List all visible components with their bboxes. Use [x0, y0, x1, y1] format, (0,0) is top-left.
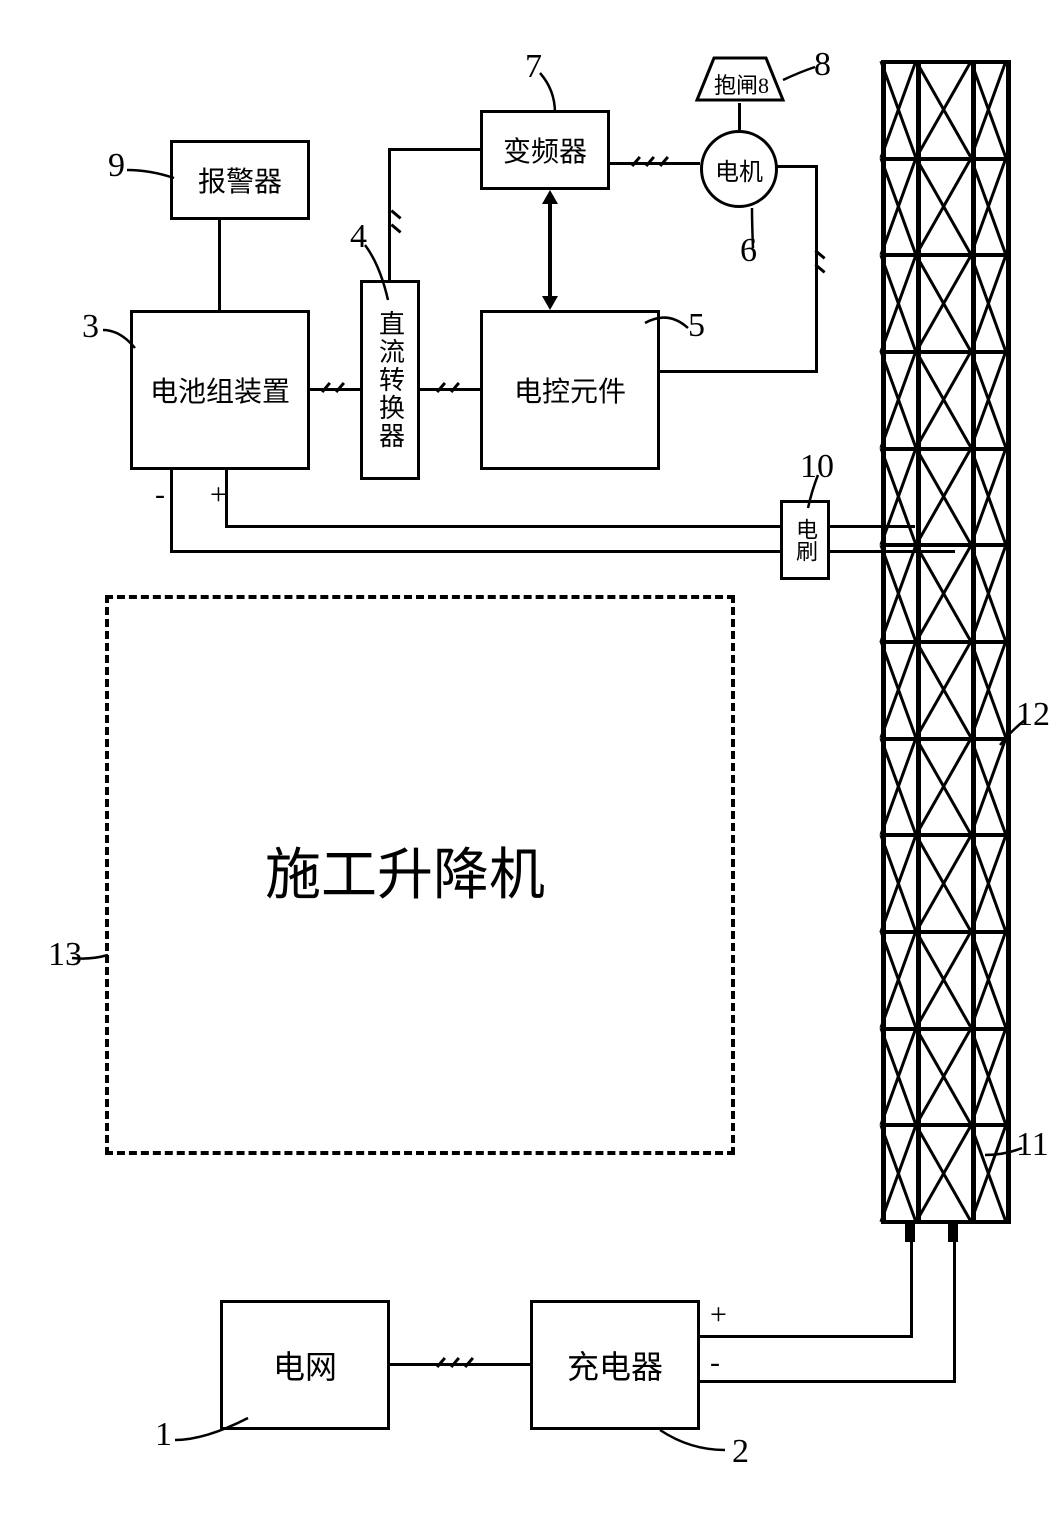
wire-vfd-ectrl-bidir	[540, 190, 560, 310]
battery-neg: -	[155, 478, 165, 512]
slash-ectrl-motor	[819, 249, 822, 275]
callout-7: 7	[525, 48, 542, 86]
wire-dc-vfd-v	[388, 148, 391, 280]
slash-vfd-motor	[630, 160, 670, 163]
wire-charger-rail-h1	[700, 1335, 913, 1338]
alarm-box: 报警器	[170, 140, 310, 220]
callout-12: 12	[1016, 696, 1050, 734]
callout-8: 8	[814, 46, 831, 84]
vfd-box: 变频器	[480, 110, 610, 190]
callout-1: 1	[155, 1416, 172, 1454]
grid-box: 电网	[220, 1300, 390, 1430]
wire-ectrl-motor-h2	[775, 165, 818, 168]
charger-box: 充电器	[530, 1300, 700, 1430]
brush-box: 电刷	[780, 500, 830, 580]
wire-batt-brush-h2	[225, 525, 782, 528]
wire-charger-rail-v2	[953, 1240, 956, 1383]
slash-battery-dc	[320, 386, 346, 389]
wire-motor-brake	[738, 103, 741, 133]
battery-label: 电池组装置	[150, 370, 290, 410]
wire-brush-v2b	[780, 550, 783, 580]
grid-label: 电网	[273, 1342, 337, 1388]
battery-box: 电池组装置	[130, 310, 310, 470]
slash-grid-charger	[435, 1361, 475, 1364]
wire-batt-brush-v1	[170, 470, 173, 550]
brake-label: 抱闸8	[714, 68, 769, 100]
charger-pos: +	[710, 1298, 727, 1332]
charger-neg: -	[710, 1346, 720, 1380]
callout-13: 13	[48, 936, 82, 974]
dc-converter-label: 直流转换器	[372, 310, 409, 450]
wire-alarm-battery	[218, 220, 221, 310]
vfd-label: 变频器	[503, 130, 587, 170]
callout-9: 9	[108, 147, 125, 185]
wire-charger-rail-h2	[700, 1380, 956, 1383]
alarm-label: 报警器	[198, 160, 282, 200]
dc-converter-box: 直流转换器	[360, 280, 420, 480]
callout-10: 10	[800, 448, 834, 486]
electronic-control-box: 电控元件	[480, 310, 660, 470]
wire-batt-brush-v2	[225, 470, 228, 525]
wire-charger-rail-v1	[910, 1240, 913, 1338]
wire-dc-vfd-h	[388, 148, 480, 151]
callout-4: 4	[350, 218, 367, 256]
callout-2: 2	[732, 1433, 749, 1471]
callout-5: 5	[688, 307, 705, 345]
electronic-control-label: 电控元件	[514, 370, 626, 410]
callout-3: 3	[82, 308, 99, 346]
motor-circle: 电机	[700, 130, 778, 208]
lift-label: 施工升降机	[265, 830, 545, 911]
callout-6: 6	[740, 232, 757, 270]
slash-dc-vfd	[395, 209, 398, 235]
wire-ectrl-motor-h	[660, 370, 818, 373]
wire-batt-brush-h1	[170, 550, 782, 553]
charger-label: 充电器	[567, 1342, 663, 1388]
motor-label: 电机	[715, 152, 763, 187]
tower-truss	[881, 60, 1011, 1220]
slash-dc-ectrl	[435, 386, 461, 389]
brush-label: 电刷	[789, 518, 821, 562]
callout-11: 11	[1016, 1126, 1049, 1164]
